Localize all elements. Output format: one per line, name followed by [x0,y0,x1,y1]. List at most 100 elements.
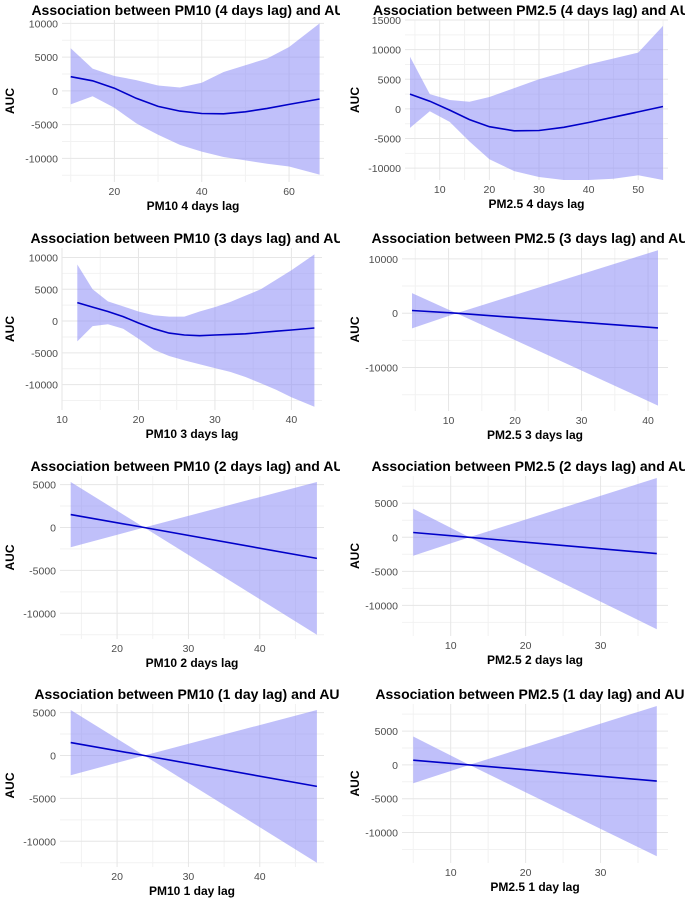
y-tick-label: -10000 [365,600,398,612]
y-axis-label: AUC [3,88,17,114]
y-tick-label: -10000 [23,608,56,620]
chart-title: Association between PM2.5 (3 days lag) a… [371,230,685,246]
chart-svg: Association between PM2.5 (4 days lag) a… [348,2,685,211]
y-tick-label: 5000 [378,74,402,86]
y-tick-label: -10000 [25,153,58,165]
chart-panel-3: Association between PM10 (3 days lag) an… [0,228,354,453]
y-tick-label: 15000 [372,15,401,27]
confidence-band [70,482,317,635]
chart-panel-2: Association between PM2.5 (4 days lag) a… [345,0,685,225]
chart-title: Association between PM2.5 (4 days lag) a… [373,2,685,18]
y-tick-label: 5000 [375,726,399,738]
y-tick-label: 5000 [35,52,59,64]
chart-svg: Association between PM10 (3 days lag) an… [3,230,354,441]
y-tick-label: -5000 [31,348,58,360]
fit-line [70,75,320,115]
chart-svg: Association between PM2.5 (2 days lag) a… [348,458,685,667]
x-axis-label: PM10 2 days lag [146,656,239,670]
x-tick-label: 40 [196,186,208,198]
x-tick-label: 20 [111,871,123,883]
y-tick-label: -5000 [371,566,398,578]
confidence-band [410,25,663,181]
chart-panel-1: Association between PM10 (4 days lag) an… [0,0,355,225]
x-tick-label: 10 [445,640,457,652]
chart-title: Association between PM2.5 (1 day lag) an… [375,686,685,702]
y-tick-label: 0 [392,308,398,320]
x-tick-label: 40 [254,643,266,655]
fit-line [413,759,657,782]
y-tick-label: -10000 [23,836,56,848]
x-tick-label: 20 [509,415,521,427]
y-axis-label: AUC [348,87,362,113]
chart-svg: Association between PM2.5 (3 days lag) a… [348,230,685,442]
x-axis-label: PM2.5 2 days lag [487,653,583,667]
x-tick-label: 20 [133,414,145,426]
x-tick-label: 20 [109,186,121,198]
x-tick-label: 40 [583,184,595,196]
chart-title: Association between PM10 (2 days lag) an… [30,458,340,474]
y-tick-label: -10000 [365,363,398,375]
y-tick-label: 0 [392,760,398,772]
y-axis-label: AUC [3,316,17,342]
x-tick-label: 10 [443,415,455,427]
x-tick-label: 30 [576,415,588,427]
x-tick-label: 20 [520,640,532,652]
y-tick-label: -5000 [374,134,401,146]
y-tick-label: 10000 [29,253,58,265]
x-tick-label: 40 [254,871,266,883]
chart-svg: Association between PM2.5 (1 day lag) an… [348,686,685,894]
y-axis-label: AUC [3,544,17,570]
y-tick-label: 0 [392,532,398,544]
y-tick-label: 10000 [372,45,401,57]
x-tick-label: 30 [209,414,221,426]
x-tick-label: 30 [183,643,195,655]
y-tick-label: -5000 [371,794,398,806]
x-tick-label: 10 [445,867,457,879]
chart-panel-6: Association between PM2.5 (2 days lag) a… [345,456,685,681]
chart-title: Association between PM2.5 (2 days lag) a… [371,458,685,474]
fit-line [411,309,659,329]
y-tick-label: 0 [50,522,56,534]
fit-line [70,513,318,560]
chart-svg: Association between PM10 (1 day lag) and… [3,686,350,898]
chart-title: Association between PM10 (4 days lag) an… [31,2,340,18]
x-tick-label: 30 [533,184,545,196]
x-tick-label: 30 [183,871,195,883]
x-tick-label: 40 [642,415,654,427]
chart-panel-8: Association between PM2.5 (1 day lag) an… [345,684,685,908]
confidence-band [413,706,657,857]
y-tick-label: 0 [52,316,58,328]
y-tick-label: -5000 [29,793,56,805]
y-tick-label: 0 [395,104,401,116]
confidence-band [413,478,657,630]
y-tick-label: -5000 [29,565,56,577]
chart-title: Association between PM10 (3 days lag) an… [30,230,340,246]
x-tick-label: 20 [484,184,496,196]
y-tick-label: -10000 [368,163,401,175]
x-tick-label: 40 [286,414,298,426]
x-axis-label: PM2.5 1 day lag [490,880,579,894]
confidence-band [412,250,658,406]
fit-line [409,93,664,132]
fit-line [413,531,657,555]
y-tick-label: -10000 [365,828,398,840]
x-tick-label: 30 [595,867,607,879]
y-tick-label: 0 [50,750,56,762]
x-axis-label: PM2.5 3 days lag [487,428,583,442]
y-tick-label: 10000 [29,18,58,30]
y-tick-label: 5000 [375,498,399,510]
y-axis-label: AUC [3,772,17,798]
y-tick-label: 10000 [369,254,398,266]
chart-svg: Association between PM10 (2 days lag) an… [3,458,354,670]
y-tick-label: 5000 [35,284,59,296]
x-tick-label: 10 [434,184,446,196]
confidence-band [70,710,317,863]
chart-panel-5: Association between PM10 (2 days lag) an… [0,456,354,681]
y-axis-label: AUC [348,316,362,342]
y-tick-label: 0 [52,86,58,98]
y-tick-label: 5000 [33,480,57,492]
y-tick-label: -10000 [25,380,58,392]
major-gridlines [402,476,668,636]
x-tick-label: 20 [520,867,532,879]
